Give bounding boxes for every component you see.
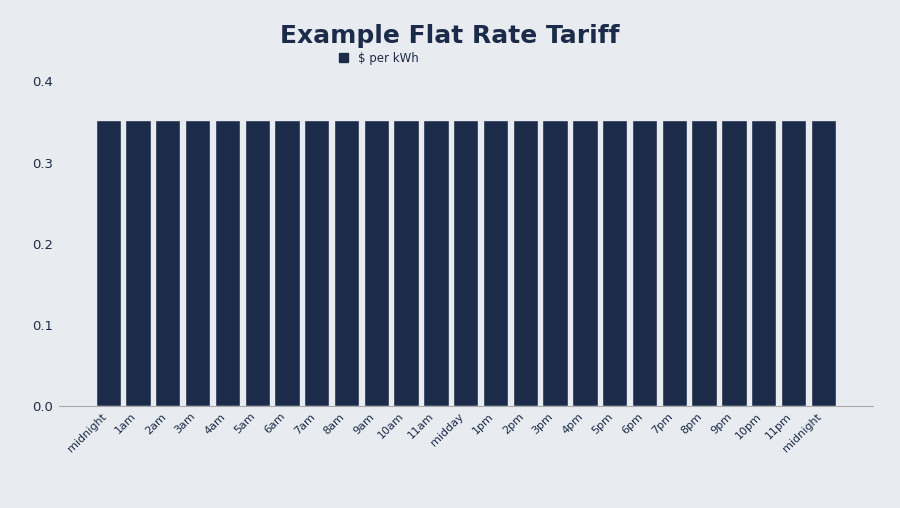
Bar: [245, 120, 270, 406]
Bar: [811, 120, 836, 406]
Bar: [304, 120, 329, 406]
Bar: [721, 120, 747, 406]
Bar: [662, 120, 687, 406]
Bar: [274, 120, 300, 406]
Bar: [632, 120, 657, 406]
Bar: [184, 120, 211, 406]
Bar: [393, 120, 419, 406]
Bar: [572, 120, 598, 406]
Bar: [543, 120, 568, 406]
Bar: [95, 120, 121, 406]
Bar: [752, 120, 777, 406]
Bar: [155, 120, 180, 406]
Bar: [483, 120, 508, 406]
Bar: [423, 120, 448, 406]
Bar: [334, 120, 359, 406]
Bar: [602, 120, 627, 406]
Bar: [453, 120, 479, 406]
Legend: $ per kWh: $ per kWh: [339, 52, 418, 65]
Bar: [781, 120, 806, 406]
Text: Example Flat Rate Tariff: Example Flat Rate Tariff: [280, 23, 620, 48]
Bar: [125, 120, 150, 406]
Bar: [691, 120, 716, 406]
Bar: [364, 120, 389, 406]
Bar: [215, 120, 240, 406]
Bar: [513, 120, 538, 406]
